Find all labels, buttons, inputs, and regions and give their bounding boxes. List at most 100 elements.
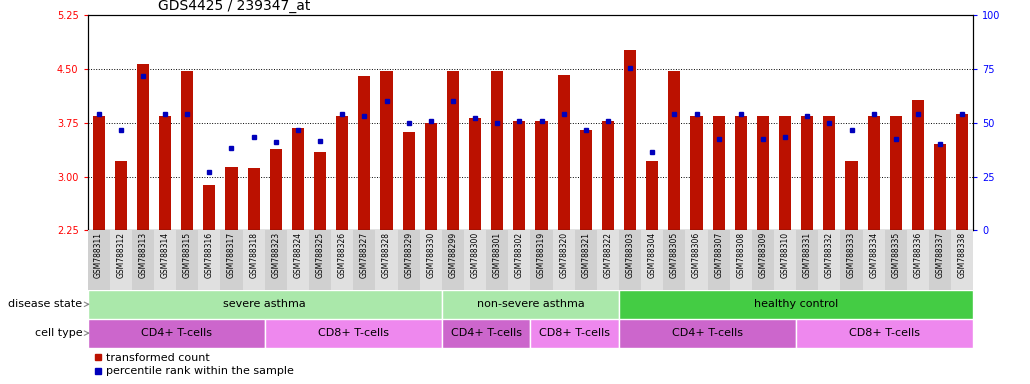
Bar [668, 71, 681, 230]
Bar [580, 130, 592, 230]
Bar [336, 116, 348, 230]
Bar [846, 161, 858, 230]
Text: GSM788336: GSM788336 [914, 232, 923, 278]
Bar [447, 71, 459, 230]
Bar [265, 319, 442, 348]
Bar [509, 230, 530, 290]
Text: healthy control: healthy control [754, 299, 838, 310]
Bar [907, 230, 929, 290]
Bar [403, 132, 415, 230]
Bar [442, 230, 464, 290]
Bar [199, 230, 220, 290]
Text: CD4+ T-cells: CD4+ T-cells [673, 328, 743, 338]
Bar [226, 167, 238, 230]
Text: GSM788301: GSM788301 [492, 232, 502, 278]
Bar [752, 230, 775, 290]
Bar [491, 71, 504, 230]
Text: GSM788322: GSM788322 [604, 232, 613, 278]
Bar [247, 168, 260, 230]
Text: GSM788326: GSM788326 [338, 232, 347, 278]
Text: GSM788306: GSM788306 [692, 232, 701, 278]
Text: GSM788313: GSM788313 [138, 232, 147, 278]
Bar [557, 75, 570, 230]
Bar [823, 116, 835, 230]
Text: GSM788302: GSM788302 [515, 232, 524, 278]
Bar [885, 230, 907, 290]
Text: GSM788311: GSM788311 [94, 232, 103, 278]
Bar [796, 319, 973, 348]
Bar [929, 230, 952, 290]
Text: GSM788331: GSM788331 [802, 232, 812, 278]
Text: GSM788314: GSM788314 [161, 232, 170, 278]
Bar [398, 230, 420, 290]
Bar [956, 114, 968, 230]
Text: GSM788324: GSM788324 [294, 232, 303, 278]
Bar [619, 290, 973, 319]
Text: GSM788310: GSM788310 [781, 232, 790, 278]
Bar [713, 116, 725, 230]
Bar [220, 230, 243, 290]
Text: GSM788320: GSM788320 [559, 232, 569, 278]
Bar [867, 116, 880, 230]
Bar [286, 230, 309, 290]
Text: GSM788334: GSM788334 [869, 232, 879, 278]
Bar [530, 319, 619, 348]
Text: CD4+ T-cells: CD4+ T-cells [141, 328, 211, 338]
Text: GSM788299: GSM788299 [448, 232, 457, 278]
Text: GSM788330: GSM788330 [426, 232, 436, 278]
Bar [88, 319, 265, 348]
Bar [912, 100, 924, 230]
Bar [597, 230, 619, 290]
Bar [181, 71, 194, 230]
Text: cell type: cell type [35, 328, 82, 338]
Bar [602, 121, 614, 230]
Text: GSM788335: GSM788335 [891, 232, 900, 278]
Bar [309, 230, 331, 290]
Bar [114, 161, 127, 230]
Bar [93, 116, 105, 230]
Bar [137, 64, 149, 230]
Text: GSM788307: GSM788307 [714, 232, 723, 278]
Bar [176, 230, 198, 290]
Bar [375, 230, 398, 290]
Bar [862, 230, 885, 290]
Text: severe asthma: severe asthma [224, 299, 306, 310]
Bar [442, 319, 530, 348]
Text: GSM788323: GSM788323 [271, 232, 280, 278]
Bar [818, 230, 840, 290]
Text: CD8+ T-cells: CD8+ T-cells [540, 328, 610, 338]
Text: non-severe asthma: non-severe asthma [477, 299, 584, 310]
Bar [552, 230, 575, 290]
Bar [358, 76, 371, 230]
Text: GSM788316: GSM788316 [205, 232, 214, 278]
Bar [132, 230, 154, 290]
Bar [380, 71, 392, 230]
Text: GSM788304: GSM788304 [648, 232, 657, 278]
Bar [686, 230, 708, 290]
Text: GSM788303: GSM788303 [625, 232, 634, 278]
Bar [934, 144, 947, 230]
Bar [646, 161, 658, 230]
Bar [154, 230, 176, 290]
Bar [734, 116, 747, 230]
Bar [530, 230, 552, 290]
Text: CD8+ T-cells: CD8+ T-cells [318, 328, 388, 338]
Text: GSM788319: GSM788319 [537, 232, 546, 278]
Bar [332, 230, 353, 290]
Bar [486, 230, 508, 290]
Text: GSM788312: GSM788312 [116, 232, 126, 278]
Bar [890, 116, 902, 230]
Text: GSM788325: GSM788325 [315, 232, 324, 278]
Bar [779, 116, 791, 230]
Bar [757, 116, 769, 230]
Bar [314, 152, 327, 230]
Text: GSM788328: GSM788328 [382, 232, 391, 278]
Bar [840, 230, 862, 290]
Bar [203, 185, 215, 230]
Bar [420, 230, 442, 290]
Bar [708, 230, 729, 290]
Text: GSM788327: GSM788327 [359, 232, 369, 278]
Text: GSM788315: GSM788315 [182, 232, 192, 278]
Bar [729, 230, 752, 290]
Bar [801, 116, 814, 230]
